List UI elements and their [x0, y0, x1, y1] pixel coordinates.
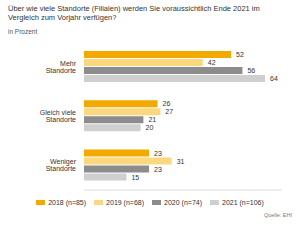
- svg-text:56: 56: [247, 67, 255, 74]
- svg-text:MehrStandorte: MehrStandorte: [46, 60, 77, 74]
- svg-text:Gleich vieleStandorte: Gleich vieleStandorte: [40, 109, 76, 123]
- svg-text:21: 21: [148, 116, 156, 123]
- svg-text:15: 15: [131, 174, 139, 181]
- svg-text:26: 26: [163, 100, 171, 107]
- svg-text:27: 27: [165, 108, 173, 115]
- svg-text:23: 23: [154, 166, 162, 173]
- svg-text:64: 64: [270, 75, 278, 82]
- svg-text:20: 20: [146, 124, 154, 131]
- html-text:Über wie viele Standorte (Fili: Über wie viele Standorte (Filialen) werd…: [8, 4, 260, 22]
- html-text:2021 (n=106): 2021 (n=106): [222, 198, 264, 206]
- html-text:2020 (n=74): 2020 (n=74): [164, 198, 202, 206]
- svg-text:23: 23: [154, 150, 162, 157]
- svg-text:WenigerStandorte: WenigerStandorte: [46, 158, 77, 172]
- svg-text:31: 31: [177, 158, 185, 165]
- svg-text:42: 42: [208, 59, 216, 66]
- html-text:in Prozent: in Prozent: [8, 28, 38, 35]
- html-text:Quelle: EHI: Quelle: EHI: [263, 212, 292, 218]
- html-text:2018 (n=85): 2018 (n=85): [48, 198, 87, 206]
- svg-text:52: 52: [236, 51, 244, 58]
- html-text:2019 (n=68): 2019 (n=68): [106, 198, 144, 206]
